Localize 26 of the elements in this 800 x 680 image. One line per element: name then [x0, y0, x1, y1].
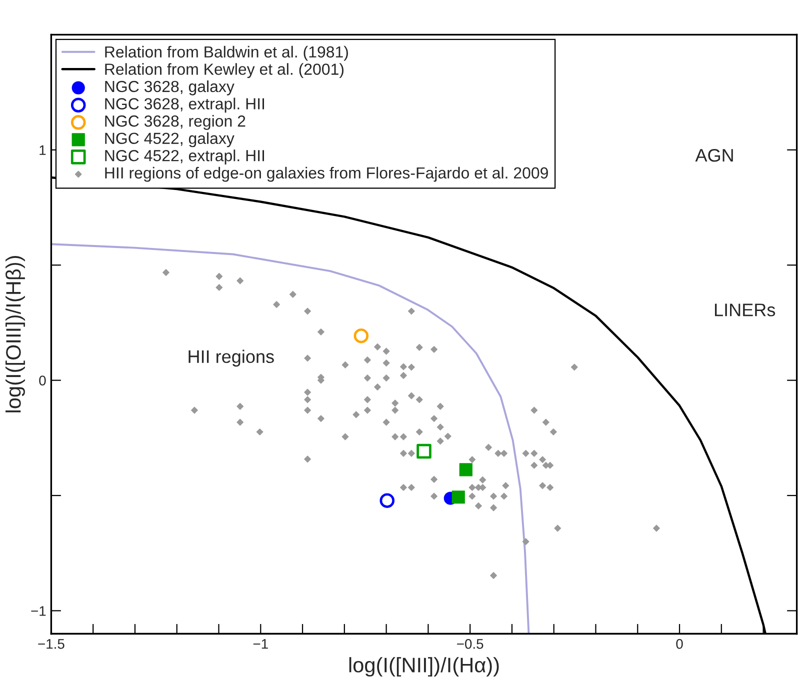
legend-label: NGC 3628, extrapl. HII — [105, 98, 264, 113]
y-axis-title: log(I([OIII])/I(Hβ)) — [6, 256, 25, 412]
y-tick-label: 0 — [39, 376, 46, 386]
point — [416, 444, 432, 459]
legend-label: Relation from Kewley et al. (2001) — [105, 63, 344, 78]
legend-label: NGC 3628, region 2 — [105, 115, 246, 130]
point — [354, 328, 369, 344]
legend-label: NGC 4522, extrapl. HII — [105, 150, 264, 164]
legend-label: NGC 4522, galaxy — [105, 132, 234, 148]
x-tick-label: −0.5 — [457, 638, 484, 649]
x-tick-label: −1.5 — [38, 639, 64, 649]
legend-label: HII regions of edge-on galaxies from Flores-Fajardo et al. 2009 — [105, 166, 548, 182]
legend-label: Relation from Baldwin et al. (1981) — [105, 46, 348, 61]
annotation: HII regions — [188, 350, 274, 367]
x-tick-label: 0 — [676, 638, 683, 649]
line-series — [51, 243, 530, 634]
y-tick-label: 1 — [40, 145, 46, 155]
annotation: LINERs — [714, 304, 776, 316]
point — [459, 463, 472, 476]
point — [380, 493, 395, 508]
legend-label: NGC 3628, galaxy — [105, 80, 234, 96]
annotation: AGN — [695, 148, 733, 162]
y-tick-label: −1 — [31, 606, 46, 616]
x-tick-label: −1 — [253, 639, 268, 649]
x-axis-title: log(I([NII])/I(Hα)) — [349, 657, 499, 677]
point — [452, 490, 465, 504]
